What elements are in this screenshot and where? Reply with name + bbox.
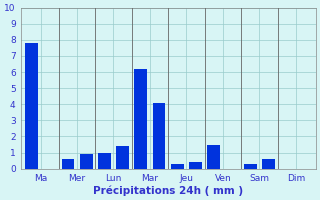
Bar — [189, 162, 202, 169]
X-axis label: Précipitations 24h ( mm ): Précipitations 24h ( mm ) — [93, 185, 243, 196]
Bar — [171, 164, 184, 169]
Bar — [61, 159, 74, 169]
Bar — [116, 146, 129, 169]
Bar — [80, 154, 92, 169]
Bar — [25, 43, 38, 169]
Bar — [262, 159, 275, 169]
Bar — [244, 164, 257, 169]
Bar — [207, 145, 220, 169]
Bar — [134, 69, 147, 169]
Bar — [153, 103, 165, 169]
Bar — [98, 153, 111, 169]
